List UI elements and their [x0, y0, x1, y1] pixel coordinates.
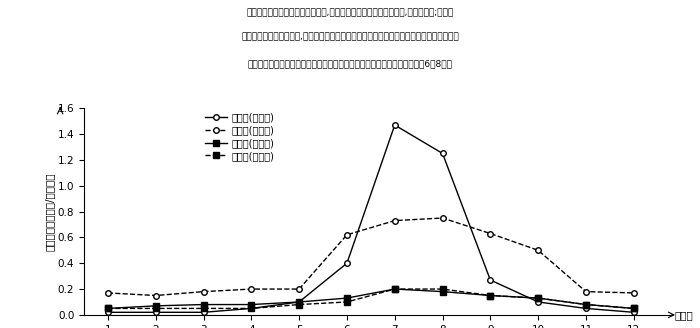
宜昌站(蓄水后) — [534, 296, 542, 300]
宜昌站(蓄水前) — [343, 261, 351, 265]
Text: （月）: （月） — [674, 310, 693, 320]
螺山站(蓄水前) — [534, 248, 542, 252]
Y-axis label: 月均含沙量（千克/立方米）: 月均含沙量（千克/立方米） — [45, 172, 55, 251]
宜昌站(蓄水后) — [151, 304, 160, 308]
Legend: 宜昌站(蓄水前), 螺山站(蓄水前), 宜昌站(蓄水后), 螺山站(蓄水后): 宜昌站(蓄水前), 螺山站(蓄水前), 宜昌站(蓄水后), 螺山站(蓄水后) — [202, 108, 279, 165]
Line: 宜昌站(蓄水后): 宜昌站(蓄水后) — [105, 286, 636, 311]
螺山站(蓄水后) — [199, 306, 208, 310]
宜昌站(蓄水前) — [438, 152, 447, 155]
螺山站(蓄水后) — [629, 306, 638, 310]
螺山站(蓄水前) — [391, 219, 399, 223]
螺山站(蓄水后) — [295, 302, 303, 306]
宜昌站(蓄水后) — [486, 294, 494, 297]
宜昌站(蓄水前) — [199, 310, 208, 314]
螺山站(蓄水前) — [247, 287, 256, 291]
螺山站(蓄水前) — [199, 290, 208, 294]
螺山站(蓄水后) — [343, 300, 351, 304]
Line: 螺山站(蓄水后): 螺山站(蓄水后) — [105, 286, 636, 311]
宜昌站(蓄水后) — [295, 300, 303, 304]
宜昌站(蓄水前) — [295, 300, 303, 304]
螺山站(蓄水前) — [582, 290, 590, 294]
螺山站(蓄水后) — [391, 287, 399, 291]
螺山站(蓄水后) — [247, 306, 256, 310]
宜昌站(蓄水前) — [104, 310, 112, 314]
螺山站(蓄水前) — [438, 216, 447, 220]
宜昌站(蓄水前) — [629, 310, 638, 314]
螺山站(蓄水前) — [151, 294, 160, 297]
宜昌站(蓄水前) — [151, 310, 160, 314]
螺山站(蓄水前) — [295, 287, 303, 291]
宜昌站(蓄水后) — [391, 287, 399, 291]
宜昌站(蓄水前) — [247, 306, 256, 310]
螺山站(蓄水后) — [104, 306, 112, 310]
宜昌站(蓄水前) — [391, 123, 399, 127]
宜昌站(蓄水前) — [534, 300, 542, 304]
宜昌站(蓄水后) — [199, 302, 208, 306]
Line: 宜昌站(蓄水前): 宜昌站(蓄水前) — [105, 122, 636, 315]
宜昌站(蓄水后) — [438, 290, 447, 294]
宜昌站(蓄水后) — [629, 306, 638, 310]
Text: 河床的冲淤与河流含沙量关系密切,河流的含沙量小于其携沙能力时,河床被冲刷;河流的: 河床的冲淤与河流含沙量关系密切,河流的含沙量小于其携沙能力时,河床被冲刷;河流的 — [246, 8, 454, 17]
螺山站(蓄水前) — [104, 291, 112, 295]
宜昌站(蓄水后) — [343, 296, 351, 300]
螺山站(蓄水前) — [343, 233, 351, 237]
宜昌站(蓄水前) — [582, 306, 590, 310]
Text: 含沙量大于其携沙能力时,河床淤积。宜昌站和螺山站分别是长江河段的上游和下游的两个水: 含沙量大于其携沙能力时,河床淤积。宜昌站和螺山站分别是长江河段的上游和下游的两个… — [241, 33, 459, 42]
宜昌站(蓄水后) — [104, 306, 112, 310]
螺山站(蓄水后) — [534, 296, 542, 300]
螺山站(蓄水后) — [582, 302, 590, 306]
宜昌站(蓄水后) — [247, 302, 256, 306]
宜昌站(蓄水前) — [486, 278, 494, 282]
螺山站(蓄水后) — [438, 287, 447, 291]
螺山站(蓄水前) — [629, 291, 638, 295]
Text: 文监测站。下图示意两站在三峡大坝蓄水前后的含沙量变化过程。据此完戀6～8题。: 文监测站。下图示意两站在三峡大坝蓄水前后的含沙量变化过程。据此完戀6～8题。 — [248, 59, 452, 68]
宜昌站(蓄水后) — [582, 302, 590, 306]
螺山站(蓄水后) — [486, 294, 494, 297]
螺山站(蓄水后) — [151, 306, 160, 310]
螺山站(蓄水前) — [486, 232, 494, 236]
Line: 螺山站(蓄水前): 螺山站(蓄水前) — [105, 215, 636, 298]
